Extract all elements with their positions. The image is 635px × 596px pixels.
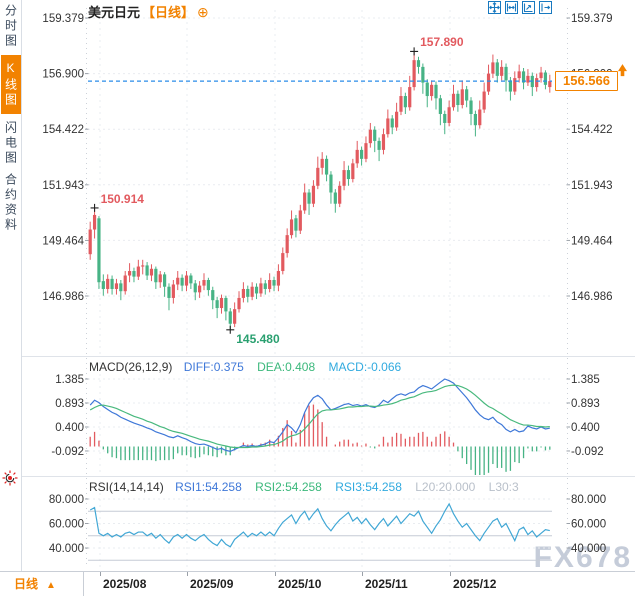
main-y-axis-label: 151.943 bbox=[571, 180, 613, 192]
sidebar-item-contract-info[interactable]: 合约资料 bbox=[3, 173, 18, 233]
price-high-annotation: 150.914 bbox=[100, 191, 144, 206]
rsi-series bbox=[89, 502, 550, 548]
x-axis-label: 2025/08 bbox=[103, 577, 147, 591]
macd-title: MACD(26,12,9) bbox=[89, 360, 173, 374]
move-crosshair-icon[interactable] bbox=[488, 1, 501, 14]
chart-title: 美元日元 【日线】 ⊕ bbox=[88, 2, 209, 21]
rsi-title: RSI(14,14,14) bbox=[89, 480, 164, 494]
main-y-axis-label: 154.422 bbox=[42, 124, 84, 136]
x-axis-tick bbox=[187, 572, 188, 576]
x-axis-tick bbox=[275, 572, 276, 576]
x-axis-label: 2025/12 bbox=[453, 577, 497, 591]
macd-y-axis-label: -0.092 bbox=[51, 446, 84, 458]
period-selector-tab[interactable]: 日线 ▲ bbox=[0, 572, 84, 596]
macd-y-axis-label: 0.893 bbox=[571, 398, 600, 410]
time-axis-bar: 日线 ▲ 2025/08 2025/09 2025/10 2025/11 2025/12 bbox=[0, 571, 635, 596]
chart-toolbar bbox=[488, 1, 552, 14]
dropdown-up-arrow-icon: ▲ bbox=[46, 580, 56, 591]
main-y-axis-label: 151.943 bbox=[42, 180, 84, 192]
macd-y-axis-label: 1.385 bbox=[55, 374, 84, 386]
extreme-marker-cross bbox=[226, 325, 235, 334]
extreme-marker-cross bbox=[90, 203, 99, 212]
macd-diff-value: DIFF:0.375 bbox=[183, 360, 244, 374]
watermark: FX678 bbox=[533, 541, 632, 574]
x-axis-label: 2025/09 bbox=[190, 577, 234, 591]
auto-scale-icon[interactable] bbox=[522, 1, 535, 14]
period-tag: 【日线】 bbox=[142, 5, 195, 20]
rsi-indicator-header: RSI(14,14,14) RSI1:54.258 RSI2:54.258 RS… bbox=[89, 480, 529, 494]
x-axis-tick bbox=[450, 572, 451, 576]
macd-y-axis-label: 1.385 bbox=[571, 374, 600, 386]
price-up-arrow-icon bbox=[618, 64, 627, 77]
rsi-y-axis-label: 60.000 bbox=[571, 519, 606, 531]
candlestick-series bbox=[88, 51, 552, 330]
symbol-name: 美元日元 bbox=[88, 5, 141, 20]
rsi-y-axis-label: 80.000 bbox=[571, 494, 606, 506]
main-y-axis-label: 146.986 bbox=[42, 291, 84, 303]
rsi-y-axis-label: 80.000 bbox=[49, 494, 84, 506]
x-axis-tick bbox=[362, 572, 363, 576]
macd-y-axis-label: 0.400 bbox=[571, 422, 600, 434]
x-axis-label: 2025/11 bbox=[365, 577, 408, 591]
sidebar-item-minute-chart[interactable]: 分时图 bbox=[3, 4, 18, 49]
current-price-tag: 156.566 bbox=[555, 71, 618, 92]
main-y-axis-label: 149.464 bbox=[42, 235, 84, 247]
main-y-axis-label: 159.379 bbox=[42, 13, 84, 25]
x-axis-tick bbox=[100, 572, 101, 576]
rsi1-value: RSI1:54.258 bbox=[175, 480, 242, 494]
extreme-marker-cross bbox=[410, 47, 419, 56]
rsi-l20-value: L20:20.000 bbox=[415, 480, 476, 494]
period-label: 日线 bbox=[14, 577, 39, 591]
x-axis-label: 2025/10 bbox=[278, 577, 322, 591]
sidebar-item-kline-chart[interactable]: K线图 bbox=[0, 55, 21, 114]
main-y-axis-label: 146.986 bbox=[571, 291, 613, 303]
main-y-axis-label: 154.422 bbox=[571, 124, 613, 136]
macd-y-axis-label: 0.400 bbox=[55, 422, 84, 434]
chart-type-sidebar: 分时图 K线图闪电图合约资料 bbox=[0, 0, 22, 596]
main-y-axis-label: 159.379 bbox=[571, 13, 613, 25]
rsi-y-axis-label: 60.000 bbox=[49, 519, 84, 531]
fit-horizontal-icon[interactable] bbox=[505, 1, 518, 14]
rsi2-value: RSI2:54.258 bbox=[255, 480, 322, 494]
main-y-axis-label: 149.464 bbox=[571, 235, 613, 247]
sidebar-item-flash-chart[interactable]: 闪电图 bbox=[3, 121, 18, 166]
macd-indicator-header: MACD(26,12,9) DIFF:0.375 DEA:0.408 MACD:… bbox=[89, 360, 411, 374]
macd-dea-value: DEA:0.408 bbox=[257, 360, 316, 374]
live-blink-icon bbox=[2, 470, 18, 486]
add-indicator-icon[interactable]: ⊕ bbox=[197, 4, 209, 20]
macd-series bbox=[89, 378, 551, 475]
rsi-l30-value: L30:3 bbox=[488, 480, 519, 494]
rsi3-value: RSI3:54.258 bbox=[335, 480, 402, 494]
rsi-y-axis-label: 40.000 bbox=[571, 543, 606, 555]
pan-right-icon[interactable] bbox=[539, 1, 552, 14]
price-peak-annotation: 157.890 bbox=[420, 35, 464, 50]
macd-hist-value: MACD:-0.066 bbox=[328, 360, 402, 374]
price-low-annotation: 145.480 bbox=[236, 331, 280, 346]
macd-y-axis-label: 0.893 bbox=[55, 398, 84, 410]
main-y-axis-label: 156.900 bbox=[42, 69, 84, 81]
macd-y-axis-label: -0.092 bbox=[571, 446, 604, 458]
rsi-y-axis-label: 40.000 bbox=[49, 543, 84, 555]
